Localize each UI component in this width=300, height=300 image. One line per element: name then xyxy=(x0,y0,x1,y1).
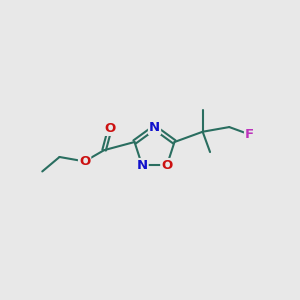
Text: F: F xyxy=(245,128,254,141)
Text: O: O xyxy=(79,155,90,168)
Text: N: N xyxy=(136,159,148,172)
Text: N: N xyxy=(149,121,160,134)
Text: O: O xyxy=(104,122,116,135)
Text: O: O xyxy=(161,159,172,172)
